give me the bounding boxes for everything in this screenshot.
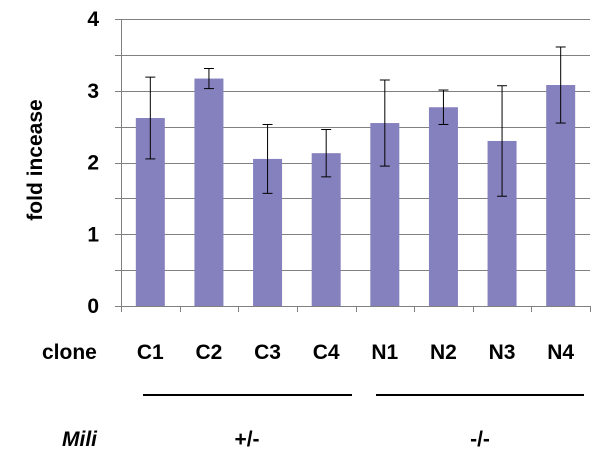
bars: [135, 78, 576, 307]
y-axis-label: fold incease: [24, 99, 47, 220]
genotype-row-label: Mili: [62, 428, 98, 451]
error-bar-C2: [203, 68, 214, 90]
gridlines: [121, 19, 590, 271]
category-label-N4: N4: [547, 341, 574, 364]
category-label-C3: C3: [254, 341, 281, 364]
error-bar-N2: [438, 89, 449, 125]
y-axis-ticks: 0 1 2 3 4: [87, 8, 121, 318]
category-label-N3: N3: [489, 341, 516, 364]
bar-C2: [194, 78, 224, 307]
category-label-N1: N1: [371, 341, 398, 364]
error-bars: [145, 46, 566, 197]
genotype-knockout-label: -/-: [470, 428, 490, 451]
x-axis-ticks: [121, 306, 591, 312]
error-bar-C3: [262, 123, 273, 194]
x-axis-label: clone: [42, 341, 97, 364]
bar-N2: [428, 107, 458, 306]
category-label-C4: C4: [313, 341, 340, 364]
category-label-N2: N2: [430, 341, 457, 364]
y-tick-label: 2: [87, 152, 99, 175]
category-label-C1: C1: [137, 341, 164, 364]
genotype-heterozygous-label: +/-: [234, 428, 259, 451]
error-bar-C4: [321, 128, 332, 178]
error-bar-N4: [555, 46, 566, 124]
error-bar-C1: [145, 76, 156, 160]
y-tick-label: 3: [87, 80, 99, 103]
error-bar-N3: [497, 85, 508, 197]
error-bar-N1: [379, 79, 390, 167]
y-tick-label: 4: [87, 8, 99, 31]
category-labels: C1 C2 C3 C4 N1 N2 N3 N4: [137, 341, 575, 364]
y-tick-label: 0: [87, 295, 99, 318]
category-label-C2: C2: [196, 341, 223, 364]
bar-C4: [311, 153, 341, 306]
y-tick-label: 1: [87, 223, 99, 246]
